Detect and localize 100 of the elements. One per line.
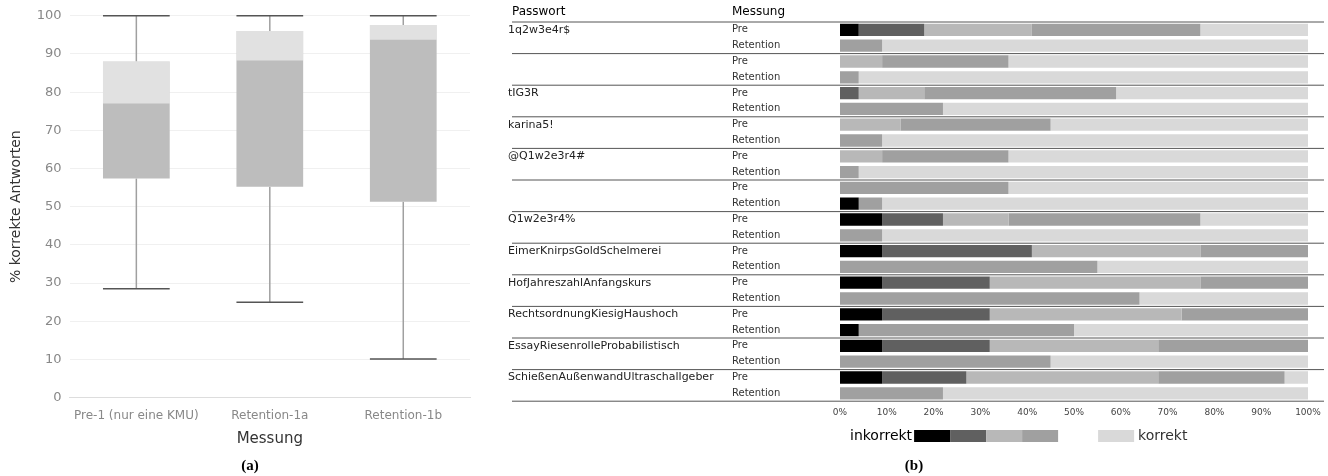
x-tick-label: 10% xyxy=(876,406,898,417)
bar xyxy=(1008,55,1308,68)
y2-tick-label: @Q1w2e3r4# xyxy=(508,149,586,163)
bar xyxy=(858,197,883,210)
y-tick-label: 20 xyxy=(45,312,62,328)
y-tick-label: Retention xyxy=(732,102,781,114)
x-tick-label: 100% xyxy=(1295,406,1322,417)
y2-tick-label: HofJahreszahlAnfangskurs xyxy=(508,275,652,289)
bar xyxy=(858,323,1074,337)
bar xyxy=(1008,181,1308,195)
y-tick-label: 90 xyxy=(45,45,62,61)
bar xyxy=(1050,355,1308,368)
text: (b) xyxy=(904,457,924,475)
x-tick-label: 70% xyxy=(1157,406,1179,417)
bar xyxy=(882,197,1308,210)
bar xyxy=(840,213,883,226)
bar xyxy=(858,86,925,100)
bar xyxy=(840,387,943,400)
y-tick-label: Pre xyxy=(732,371,748,383)
bar xyxy=(858,71,1308,84)
y2-axis-title: Passwort xyxy=(512,4,566,19)
bar xyxy=(840,23,859,37)
bar xyxy=(1200,276,1308,289)
y-axis-title: % korrekte Antworten xyxy=(7,130,24,284)
x-tick-label: 90% xyxy=(1251,406,1272,417)
bar xyxy=(989,308,1182,321)
legend-label: korrekt xyxy=(1138,426,1188,443)
y-tick-label: Retention xyxy=(732,386,781,398)
bar xyxy=(1284,371,1308,384)
bar xyxy=(1200,244,1308,258)
bar xyxy=(1158,339,1308,353)
bar xyxy=(840,308,883,321)
bar xyxy=(1158,371,1285,384)
x-tick-label: Pre-1 (nur eine KMU) xyxy=(73,407,199,422)
y2-tick-label: tIG3R xyxy=(508,85,540,99)
y-tick-label: Pre xyxy=(732,244,748,256)
bar xyxy=(1031,23,1201,37)
bar xyxy=(840,55,883,68)
bar xyxy=(1008,213,1201,226)
y-tick-label: 40 xyxy=(45,236,62,252)
y-tick-label: Pre xyxy=(732,181,748,193)
bar xyxy=(1200,23,1308,37)
bar xyxy=(1031,244,1201,258)
y-tick-label: 0 xyxy=(53,388,62,404)
bar xyxy=(840,39,883,52)
y2-tick-label: SchießenAußenwandUltraschallgeber xyxy=(508,370,715,384)
bar xyxy=(840,260,1098,274)
y-tick-label: 10 xyxy=(45,350,62,366)
y2-tick-label: RechtsordnungKiesigHaushoch xyxy=(508,307,679,321)
bar xyxy=(1116,86,1308,100)
bar xyxy=(1181,308,1308,321)
bar xyxy=(1050,118,1308,131)
x-tick-label: Retention-1a xyxy=(231,407,309,422)
bar xyxy=(1008,150,1308,163)
bar xyxy=(942,213,1009,226)
y-tick-label: Pre xyxy=(732,55,748,67)
x-tick-label: Retention-1b xyxy=(364,407,442,422)
y-tick-label: Retention xyxy=(732,134,781,146)
y-tick-label: 80 xyxy=(45,83,62,99)
y-tick-label: Pre xyxy=(732,118,748,130)
bar xyxy=(840,71,859,84)
bar xyxy=(1074,323,1308,337)
bar xyxy=(924,86,1117,100)
bar xyxy=(882,276,990,289)
y-tick-label: Pre xyxy=(732,149,748,161)
y-tick-label: Retention xyxy=(732,70,781,82)
y-tick-label: Pre xyxy=(732,23,748,35)
bar xyxy=(840,118,901,131)
y-tick-label: Retention xyxy=(732,39,781,51)
y2-tick-label: Q1w2e3r4% xyxy=(508,212,576,226)
y-tick-label: Retention xyxy=(732,228,781,240)
y2-tick-label: EimerKnirpsGoldSchelmerei xyxy=(508,243,662,257)
bar xyxy=(966,371,1159,384)
bar xyxy=(1200,213,1308,226)
x-tick-label: 0% xyxy=(832,406,848,417)
bar xyxy=(924,23,1032,37)
bar xyxy=(1097,260,1308,274)
y-tick-label: Pre xyxy=(732,213,748,225)
y-tick-label: Pre xyxy=(732,307,748,319)
x-tick-label: 30% xyxy=(970,406,991,417)
y2-tick-label: 1q2w3e4r$ xyxy=(508,22,571,36)
bar xyxy=(989,339,1159,353)
bar xyxy=(840,165,859,179)
bar xyxy=(882,229,1308,242)
bar xyxy=(840,323,859,337)
y-tick-label: Retention xyxy=(732,260,781,272)
y-tick-label: Pre xyxy=(732,339,748,351)
bar xyxy=(840,134,883,147)
bar xyxy=(1139,292,1308,305)
bar xyxy=(840,371,883,384)
text: (a) xyxy=(241,457,259,475)
bar xyxy=(942,102,1308,116)
y-tick-label: 30 xyxy=(45,274,62,290)
bar xyxy=(882,150,1009,163)
y2-tick-label: karina5! xyxy=(508,117,554,131)
text: inkorrekt xyxy=(850,426,913,443)
bar xyxy=(942,387,1308,400)
bar xyxy=(840,244,883,258)
bar xyxy=(858,165,1308,179)
y-tick-label: 100 xyxy=(36,7,62,23)
